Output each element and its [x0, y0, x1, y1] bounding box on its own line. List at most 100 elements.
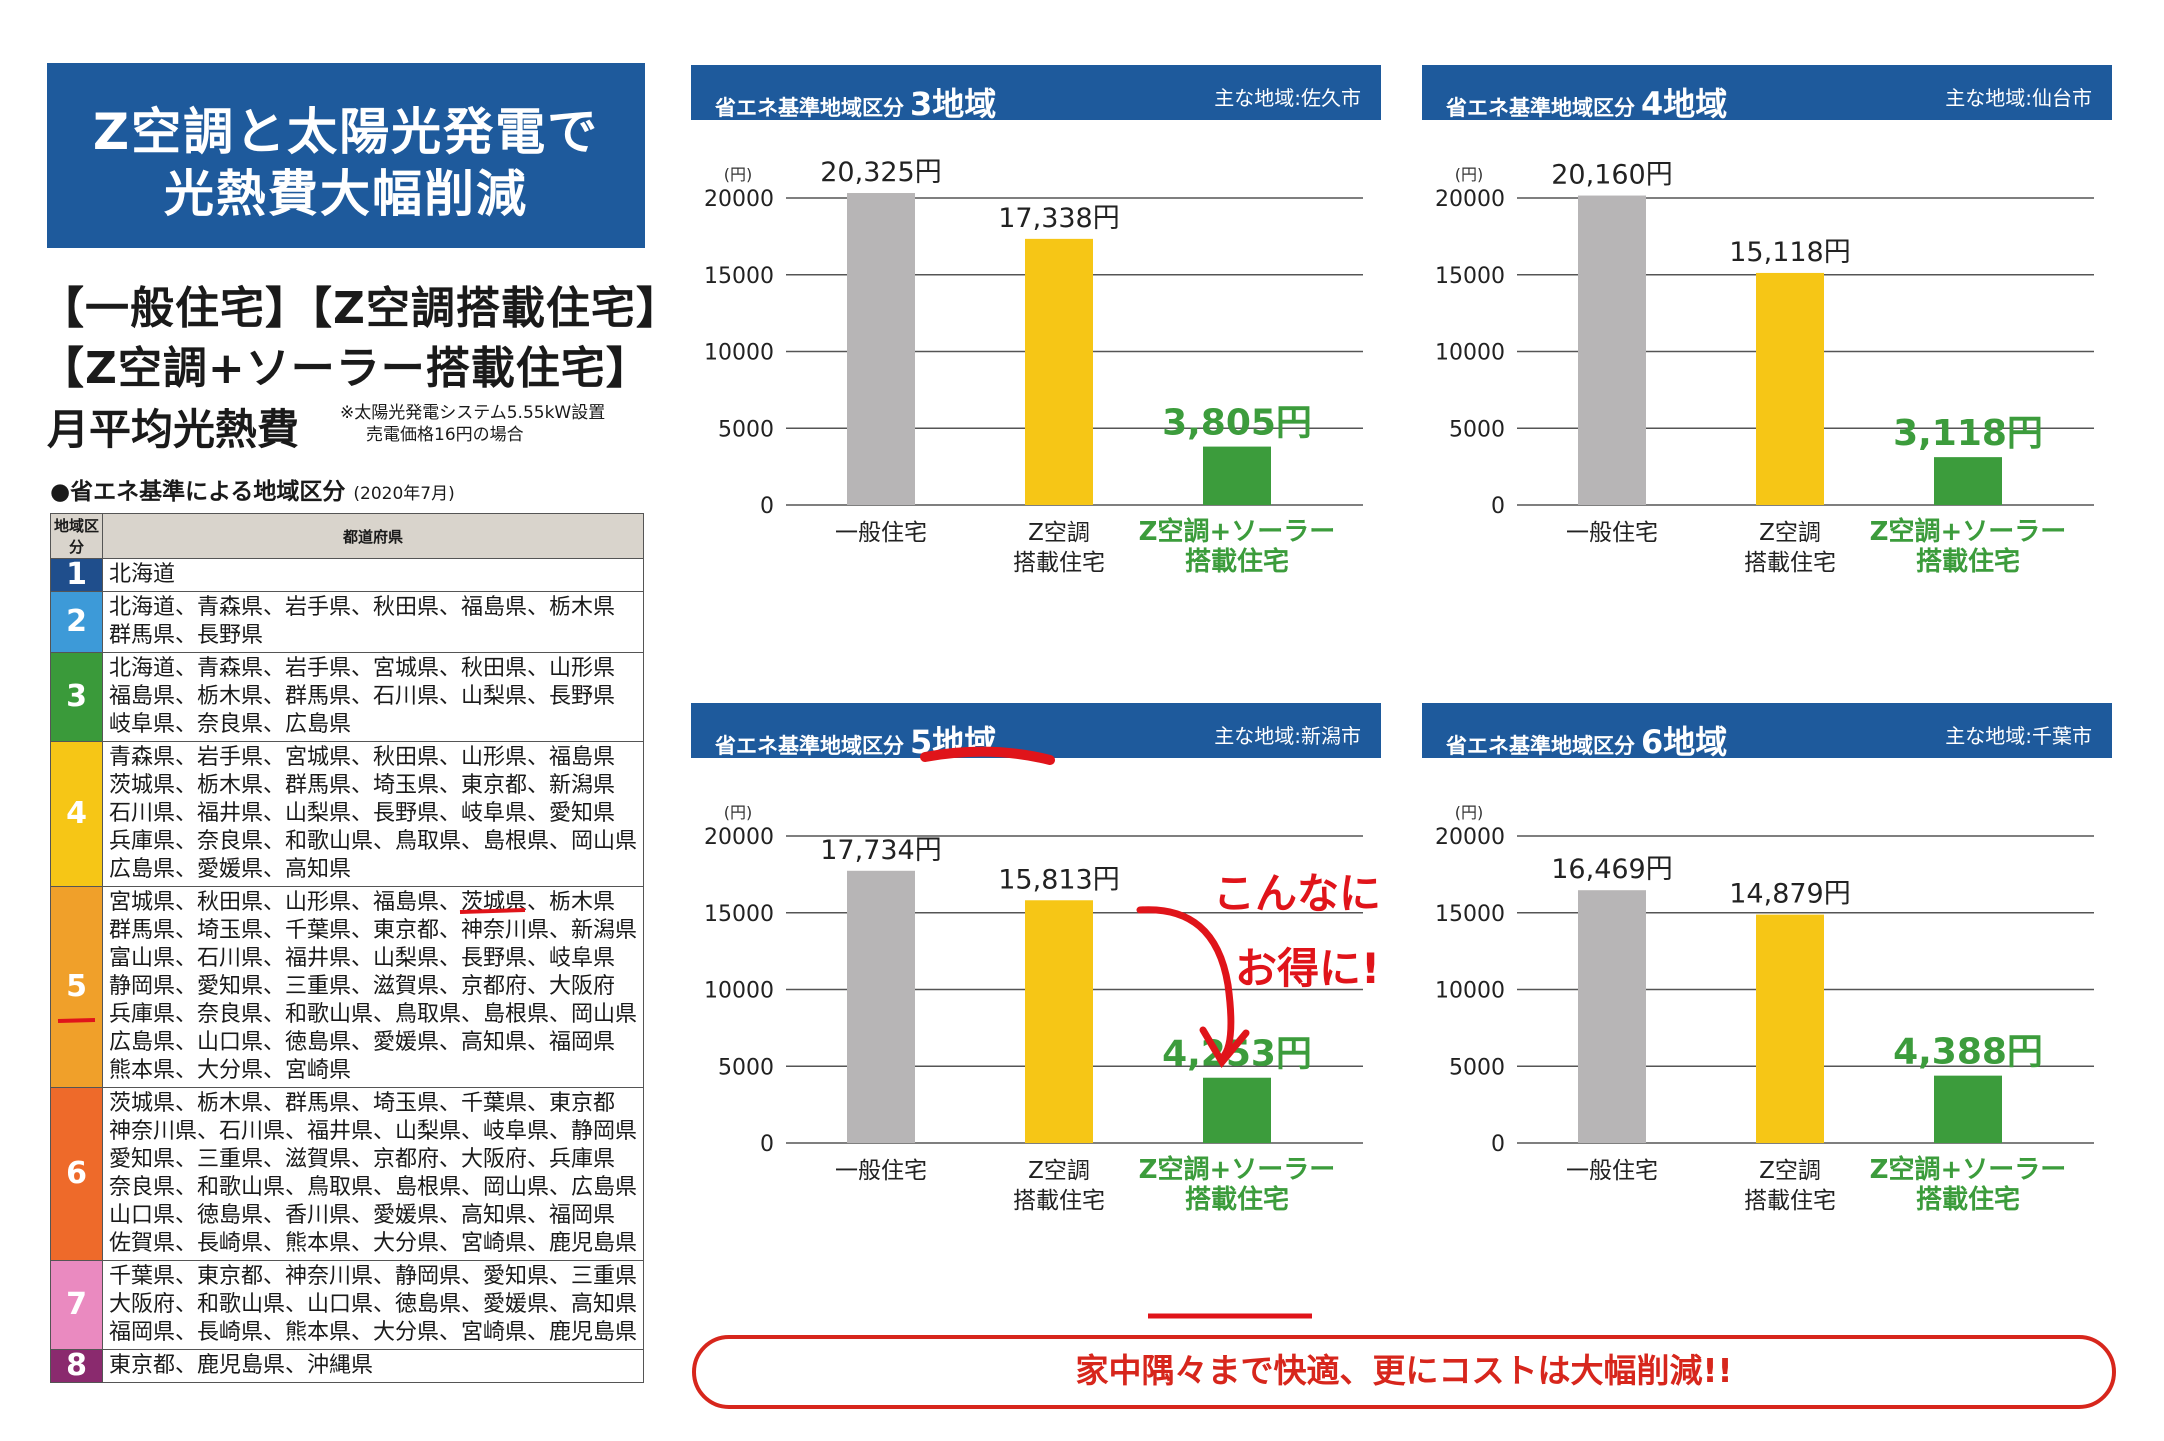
region-prefecture-line: 愛知県、三重県、滋賀県、京都府、大阪府、兵庫県	[109, 1147, 616, 1172]
pref-underline-mark	[459, 908, 526, 914]
region-heading-date: (2020年7月)	[353, 484, 455, 504]
region-prefecture-line: 千葉県、東京都、神奈川県、静岡県、愛知県、三重県	[109, 1264, 638, 1289]
x-category-label: Z空調	[1759, 1158, 1821, 1184]
annotation-line1: こんなに	[1213, 869, 1382, 918]
bar-value-label: 15,118円	[1729, 237, 1850, 268]
x-category-label: 一般住宅	[835, 520, 927, 546]
y-tick-label: 20000	[704, 825, 774, 850]
y-tick-label: 0	[1491, 1132, 1505, 1157]
bar	[1025, 238, 1093, 505]
chart-area: 主な地域:仙台市	[1945, 86, 2092, 110]
x-category-label: Z空調+ソーラー	[1139, 516, 1336, 547]
y-tick-label: 20000	[1435, 187, 1505, 212]
arrow-curve-mark	[1136, 906, 1235, 1062]
y-tick-label: 20000	[1435, 825, 1505, 850]
region-prefectures: 茨城県、栃木県、群馬県、埼玉県、千葉県、東京都 神奈川県、石川県、福井県、山梨県、…	[102, 1087, 644, 1261]
zone-underline-mark	[920, 746, 1055, 765]
region-prefecture-line: 広島県、愛媛県、高知県	[109, 857, 352, 882]
region-table-header-zone: 地域区分	[50, 513, 103, 559]
y-axis-unit: (円)	[724, 803, 753, 822]
bar	[1578, 195, 1646, 505]
y-tick-label: 5000	[1449, 417, 1505, 442]
chart-panel-header: 省エネ基準地域区分 3地域 主な地域:佐久市	[691, 65, 1381, 123]
y-tick-label: 15000	[704, 264, 774, 289]
region-prefectures: 宮城県、秋田県、山形県、福島県、茨城県、栃木県 群馬県、埼玉県、千葉県、東京都、神…	[102, 886, 644, 1088]
region-prefecture-line: 茨城県、栃木県、群馬県、埼玉県、東京都、新潟県	[109, 773, 616, 798]
title-line2: 光熱費大幅削減	[164, 165, 528, 223]
chart-panel-header: 省エネ基準地域区分 6地域 主な地域:千葉市	[1422, 703, 2112, 761]
region-prefecture-line: 兵庫県、奈良県、和歌山県、鳥取県、島根県、岡山県	[109, 829, 638, 854]
region-prefecture-line: 静岡県、愛知県、三重県、滋賀県、京都府、大阪府	[109, 974, 616, 999]
chart-area: 主な地域:佐久市	[1214, 86, 1361, 110]
region-zone-number: 5	[50, 886, 103, 1088]
x-category-label: 搭載住宅	[1744, 1188, 1836, 1214]
region-prefecture-line: 群馬県、長野県	[109, 623, 264, 648]
bar	[847, 870, 915, 1143]
x-category-label: Z空調	[1028, 520, 1090, 546]
region-prefectures: 東京都、鹿児島県、沖縄県	[102, 1349, 644, 1383]
chart-title-zone: 3地域	[910, 85, 997, 123]
region-prefectures: 千葉県、東京都、神奈川県、静岡県、愛知県、三重県 大阪府、和歌山県、山口県、徳島県…	[102, 1260, 644, 1350]
x-category-label: 搭載住宅	[1185, 1184, 1289, 1215]
chart-area: 主な地域:新潟市	[1214, 724, 1361, 748]
x-category-label: Z空調	[1028, 1158, 1090, 1184]
region-zone-number: 1	[50, 558, 103, 592]
bar-value-label: 16,469円	[1551, 854, 1672, 885]
region-row: 7 千葉県、東京都、神奈川県、静岡県、愛知県、三重県 大阪府、和歌山県、山口県、徳島…	[50, 1260, 644, 1350]
y-tick-label: 5000	[718, 1055, 774, 1080]
region-prefectures: 北海道	[102, 558, 644, 592]
region-prefectures: 北海道、青森県、岩手県、宮城県、秋田県、山形県 福島県、栃木県、群馬県、石川県、山…	[102, 652, 644, 742]
chart-title-zone: 6地域	[1641, 723, 1728, 761]
y-axis-unit: (円)	[724, 165, 753, 184]
x-category-label: 搭載住宅	[1916, 1184, 2020, 1215]
bar	[1025, 900, 1093, 1143]
region-row: 6 茨城県、栃木県、群馬県、埼玉県、千葉県、東京都 神奈川県、石川県、福井県、山梨県…	[50, 1087, 644, 1261]
chart-title-zone: 4地域	[1641, 85, 1728, 123]
bar-value-label: 3,118円	[1893, 413, 2043, 454]
bar-value-label: 17,734円	[820, 835, 941, 866]
region-zone-number: 2	[50, 591, 103, 653]
x-category-label: Z空調	[1759, 520, 1821, 546]
region-prefecture-line: 群馬県、埼玉県、千葉県、東京都、神奈川県、新潟県	[109, 918, 638, 943]
region-row: 5 宮城県、秋田県、山形県、福島県、茨城県、栃木県 群馬県、埼玉県、千葉県、東京都、…	[50, 886, 644, 1088]
bar	[1934, 457, 2002, 505]
region-prefecture-line: 東京都、鹿児島県、沖縄県	[109, 1353, 374, 1378]
region-row: 2 北海道、青森県、岩手県、秋田県、福島県、栃木県 群馬県、長野県	[50, 591, 644, 653]
region-prefecture-line: 北海道、青森県、岩手県、宮城県、秋田県、山形県	[109, 656, 616, 681]
x-category-label: 一般住宅	[835, 1158, 927, 1184]
region-row: 1 北海道	[50, 558, 644, 592]
chart-title-prefix: 省エネ基準地域区分	[715, 734, 904, 758]
x-category-label: 搭載住宅	[1013, 550, 1105, 576]
bar	[1203, 1077, 1271, 1143]
region-heading-label: ●省エネ基準による地域区分	[50, 479, 346, 505]
x-category-label: Z空調+ソーラー	[1870, 1154, 2067, 1185]
region-prefecture-line: 岐阜県、奈良県、広島県	[109, 712, 352, 737]
title-line1: Z空調と太陽光発電で	[92, 103, 600, 161]
y-tick-label: 15000	[704, 902, 774, 927]
y-tick-label: 5000	[718, 417, 774, 442]
region-heading: ●省エネ基準による地域区分 (2020年7月)	[50, 472, 455, 506]
y-axis-unit: (円)	[1455, 803, 1484, 822]
region-prefecture-line: 石川県、福井県、山梨県、長野県、岐阜県、愛知県	[109, 801, 616, 826]
solar-note-line1: ※太陽光発電システム5.55kW設置	[340, 403, 606, 423]
region-zone-number: 3	[50, 652, 103, 742]
region-prefecture-line: 神奈川県、石川県、福井県、山梨県、岐阜県、静岡県	[109, 1119, 638, 1144]
bar-value-label: 3,805円	[1162, 403, 1312, 444]
y-tick-label: 10000	[1435, 979, 1505, 1004]
bar-value-label: 17,338円	[998, 203, 1119, 234]
region-row: 3 北海道、青森県、岩手県、宮城県、秋田県、山形県 福島県、栃木県、群馬県、石川県、…	[50, 652, 644, 742]
region-prefecture-line: 青森県、岩手県、宮城県、秋田県、山形県、福島県	[109, 745, 616, 770]
bar-value-label: 4,388円	[1893, 1032, 2043, 1073]
region-zone-number: 7	[50, 1260, 103, 1350]
region-zone-number: 6	[50, 1087, 103, 1261]
y-tick-label: 5000	[1449, 1055, 1505, 1080]
y-tick-label: 10000	[1435, 341, 1505, 366]
bar	[1203, 446, 1271, 505]
y-tick-label: 10000	[704, 341, 774, 366]
region-prefecture-line: 兵庫県、奈良県、和歌山県、鳥取県、島根県、岡山県	[109, 1002, 638, 1027]
region-prefecture-line: 北海道	[109, 562, 176, 587]
